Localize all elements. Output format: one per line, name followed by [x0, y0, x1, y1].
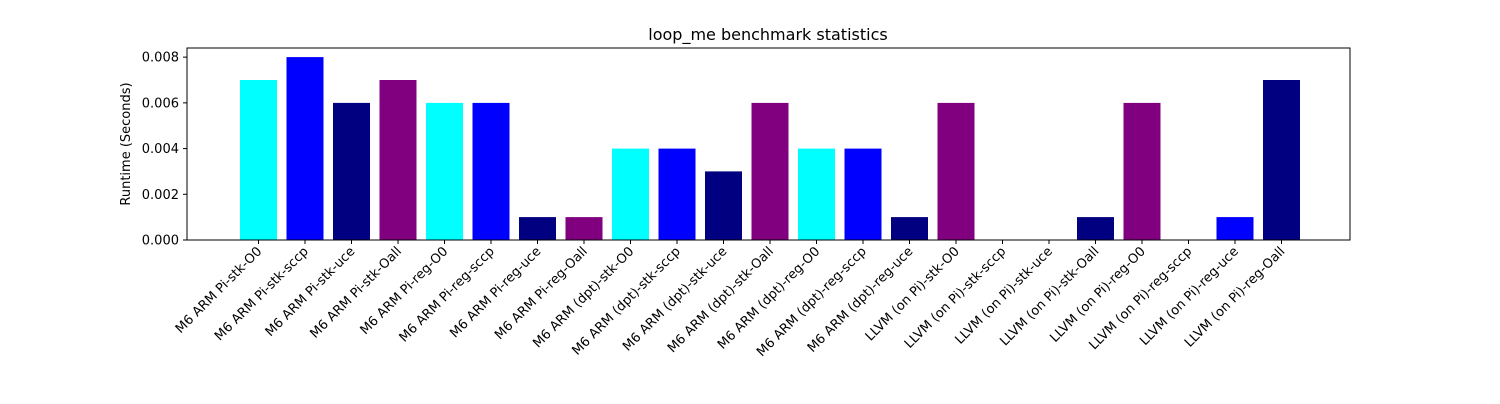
bar-14	[891, 217, 928, 240]
bar-6	[519, 217, 556, 240]
x-tick-label: M6 ARM Pi-stk-Oall	[308, 244, 405, 341]
bar-21	[1216, 217, 1254, 240]
bar-19	[1123, 102, 1161, 241]
x-tick-label: M6 ARM Pi-reg-uce	[447, 244, 544, 341]
y-tick-label: 0.004	[142, 142, 179, 157]
y-tick-label: 0.000	[142, 234, 179, 249]
bar-8	[612, 148, 649, 240]
bar-9	[658, 148, 696, 240]
bar-11	[751, 102, 789, 241]
bar-0	[240, 80, 277, 240]
x-tick-label: M6 ARM Pi-stk-O0	[173, 244, 265, 336]
bar-2	[333, 102, 370, 241]
bar-10	[705, 171, 742, 240]
x-tick-label: M6 ARM Pi-stk-uce	[263, 244, 359, 340]
bar-15	[937, 102, 975, 241]
bar-18	[1077, 217, 1114, 240]
bar-3	[379, 80, 417, 240]
x-tick-label: M6 ARM Pi-reg-O0	[358, 244, 452, 338]
y-axis-label: Runtime (Seconds)	[119, 82, 134, 205]
plot-area-frame	[186, 47, 1351, 241]
bar-4	[426, 102, 463, 241]
bar-5	[472, 102, 510, 241]
bars-group	[240, 57, 1300, 241]
bar-22	[1263, 80, 1300, 240]
chart-title: loop_me benchmark statistics	[648, 25, 887, 45]
y-axis-ticks: 0.000 0.002 0.004 0.006 0.008	[142, 51, 187, 249]
y-tick-label: 0.002	[142, 188, 179, 203]
y-tick-label: 0.006	[142, 96, 179, 111]
bar-12	[798, 148, 835, 240]
bar-13	[844, 148, 882, 240]
bar-7	[565, 217, 603, 240]
bar-1	[286, 57, 324, 240]
y-tick-label: 0.008	[142, 51, 179, 66]
